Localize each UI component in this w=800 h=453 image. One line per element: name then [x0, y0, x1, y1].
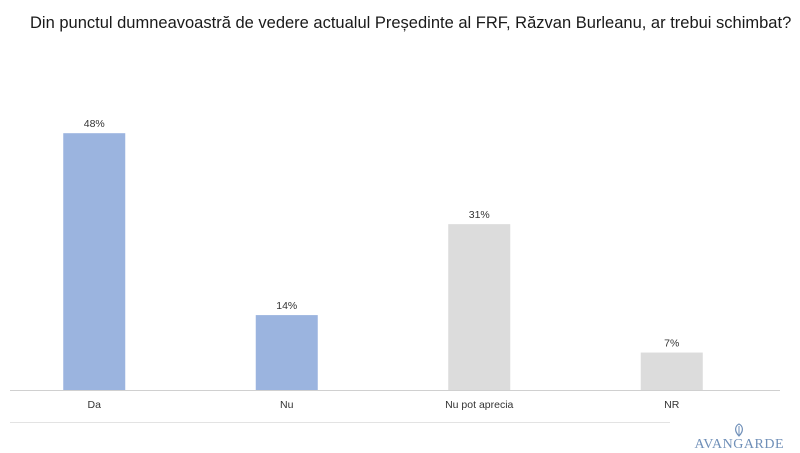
data-label-3: 7% — [664, 338, 679, 350]
category-label-2: Nu pot aprecia — [445, 399, 513, 411]
footer-divider — [10, 422, 670, 423]
data-label-1: 14% — [276, 300, 297, 312]
logo-leaf-icon — [735, 423, 744, 437]
category-label-1: Nu — [280, 399, 294, 411]
brand-name: AVANGARDE — [694, 437, 784, 452]
data-label-2: 31% — [469, 209, 490, 221]
bar-3 — [640, 352, 703, 390]
category-label-3: NR — [664, 399, 680, 411]
chart-title: Din punctul dumneavoastră de vedere actu… — [30, 14, 792, 32]
bar-0 — [63, 133, 126, 390]
bar-1 — [255, 315, 318, 390]
bar-2 — [448, 224, 511, 390]
data-label-0: 48% — [84, 118, 105, 130]
avangarde-logo: AVANGARDE — [694, 423, 784, 453]
category-label-0: Da — [88, 399, 102, 411]
